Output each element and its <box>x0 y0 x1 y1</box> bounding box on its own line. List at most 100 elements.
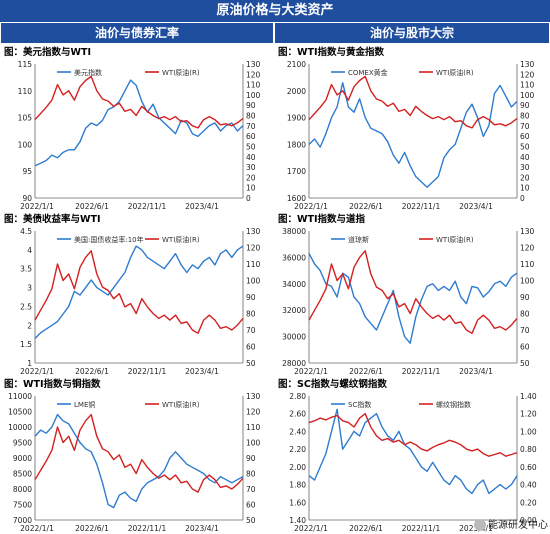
x-tick-label: 2022/6/1 <box>75 524 109 533</box>
y-left-tick-label: 1.80 <box>289 481 306 490</box>
legend-label: WTI原油(R) <box>436 68 474 77</box>
y-left-tick-label: 1.60 <box>289 498 306 507</box>
y-right-tick-label: 110 <box>520 81 535 90</box>
y-left-tick-label: 1900 <box>287 114 306 123</box>
y-left-tick-label: 36000 <box>282 253 306 262</box>
y-right-tick-label: 120 <box>520 244 535 253</box>
x-tick-label: 2022/1/1 <box>20 524 54 533</box>
y-right-tick-label: 60 <box>520 132 530 141</box>
y-right-tick-label: 100 <box>246 91 261 100</box>
y-right-tick-label: 70 <box>246 485 256 494</box>
y-left-tick-label: 90 <box>22 194 32 203</box>
y-right-tick-label: 90 <box>520 293 530 302</box>
y-right-tick-label: 90 <box>246 454 256 463</box>
chart-wti-copper: 图：WTI指数与铜指数 7000 7500 8000 8500 9000 9500 1000… <box>1 378 275 534</box>
y-right-tick-label: 40 <box>520 153 530 162</box>
x-tick-label: 2022/11/1 <box>402 367 441 376</box>
chart-sc-rebar: 图：SC指数与螺纹钢指数 1.40 1.60 1.80 2.00 2.20 2.40 2.6… <box>275 378 549 534</box>
y-left-tick-label: 9500 <box>13 439 32 448</box>
x-tick-label: 2023/4/1 <box>459 367 493 376</box>
y-right-tick-label: 0.40 <box>520 481 537 490</box>
series-line <box>34 250 244 335</box>
x-tick-label: 2022/6/1 <box>75 367 109 376</box>
legend-label: 美元指数 <box>74 68 102 77</box>
y-right-tick-label: 60 <box>520 343 530 352</box>
y-left-tick-label: 10500 <box>8 408 32 417</box>
x-tick-label: 2023/4/1 <box>459 202 493 211</box>
y-left-tick-label: 1.40 <box>289 516 306 525</box>
y-left-tick-label: 2.40 <box>289 427 306 436</box>
y-left-tick-label: 7500 <box>13 501 32 510</box>
watermark-text: 能源研发中心 <box>488 520 548 531</box>
y-right-tick-label: 1.40 <box>520 392 537 401</box>
y-right-tick-label: 130 <box>246 392 261 401</box>
y-left-tick-label: 1600 <box>287 194 306 203</box>
y-left-tick-label: 1 <box>27 359 32 368</box>
series-line <box>34 413 244 509</box>
legend-label: 螺纹钢指数 <box>436 400 471 409</box>
y-right-tick-label: 30 <box>246 163 256 172</box>
y-right-tick-label: 110 <box>520 260 535 269</box>
y-left-tick-label: 105 <box>18 114 33 123</box>
y-left-tick-label: 2000 <box>287 87 306 96</box>
series-line <box>308 75 518 129</box>
y-right-tick-label: 100 <box>520 277 535 286</box>
y-left-tick-label: 1700 <box>287 167 306 176</box>
y-right-tick-label: 130 <box>520 60 535 69</box>
y-right-tick-label: 50 <box>246 142 256 151</box>
y-left-tick-label: 30000 <box>282 333 306 342</box>
legend-label: WTI原油(R) <box>436 235 474 244</box>
chart-title: 图：SC指数与螺纹钢指数 <box>278 379 387 390</box>
legend-label: WTI原油(R) <box>162 68 200 77</box>
y-left-tick-label: 3 <box>27 284 32 293</box>
y-left-tick-label: 2100 <box>287 60 306 69</box>
x-tick-label: 2022/6/1 <box>75 202 109 211</box>
y-left-tick-label: 9000 <box>13 454 32 463</box>
y-right-tick-label: 70 <box>520 122 530 131</box>
y-right-tick-label: 100 <box>246 439 261 448</box>
y-right-tick-label: 60 <box>246 132 256 141</box>
chart-title: 图：WTI指数与道指 <box>278 214 365 225</box>
y-right-tick-label: 70 <box>246 326 256 335</box>
y-right-tick-label: 1.00 <box>520 427 537 436</box>
y-left-tick-label: 95 <box>22 167 32 176</box>
y-right-tick-label: 100 <box>520 91 535 100</box>
y-right-tick-label: 120 <box>246 244 261 253</box>
x-tick-label: 2022/6/1 <box>349 524 383 533</box>
y-right-tick-label: 60 <box>246 343 256 352</box>
chart-treasury-yield-wti: 图：美债收益率与WTI 1 1.5 2 2.5 3 3.5 4 4.5 50 60 70 80 90 10… <box>1 213 275 377</box>
y-right-tick-label: 0 <box>520 194 525 203</box>
y-right-tick-label: 130 <box>246 227 261 236</box>
y-right-tick-label: 10 <box>520 184 530 193</box>
y-left-tick-label: 1800 <box>287 140 306 149</box>
y-left-tick-label: 2.80 <box>289 392 306 401</box>
x-tick-label: 2023/4/1 <box>185 367 219 376</box>
y-right-tick-label: 80 <box>520 310 530 319</box>
x-tick-label: 2022/11/1 <box>128 367 167 376</box>
chart-svg: 28000 30000 32000 34000 36000 38000 50 60 70 80 90… <box>282 227 535 376</box>
chart-title: 图：美债收益率与WTI <box>4 214 101 225</box>
y-left-tick-label: 3.5 <box>20 265 32 274</box>
legend-label: LME铜 <box>74 400 95 409</box>
y-right-tick-label: 70 <box>246 122 256 131</box>
legend-label: WTI原油(R) <box>162 235 200 244</box>
chart-usd-index-wti: 图：美元指数与WTI 90 95 100 105 110 115 0 10 20 30 40 50 60… <box>1 46 275 212</box>
x-tick-label: 2022/1/1 <box>294 202 328 211</box>
y-left-tick-label: 2.5 <box>20 302 32 311</box>
x-tick-label: 2022/6/1 <box>349 202 383 211</box>
watermark: 能源研发中心 <box>474 516 548 531</box>
series-line <box>308 413 518 457</box>
y-left-tick-label: 28000 <box>282 359 306 368</box>
x-tick-label: 2022/11/1 <box>128 524 167 533</box>
y-right-tick-label: 0.20 <box>520 498 537 507</box>
x-tick-label: 2022/6/1 <box>349 367 383 376</box>
y-right-tick-label: 60 <box>246 501 256 510</box>
x-tick-label: 2023/4/1 <box>185 524 219 533</box>
legend-label: 道琼斯 <box>348 235 369 244</box>
y-right-tick-label: 110 <box>246 260 261 269</box>
y-right-tick-label: 1.20 <box>520 410 537 419</box>
y-right-tick-label: 120 <box>520 70 535 79</box>
y-right-tick-label: 0.00 <box>520 516 537 525</box>
y-right-tick-label: 40 <box>246 153 256 162</box>
y-right-tick-label: 50 <box>246 359 256 368</box>
